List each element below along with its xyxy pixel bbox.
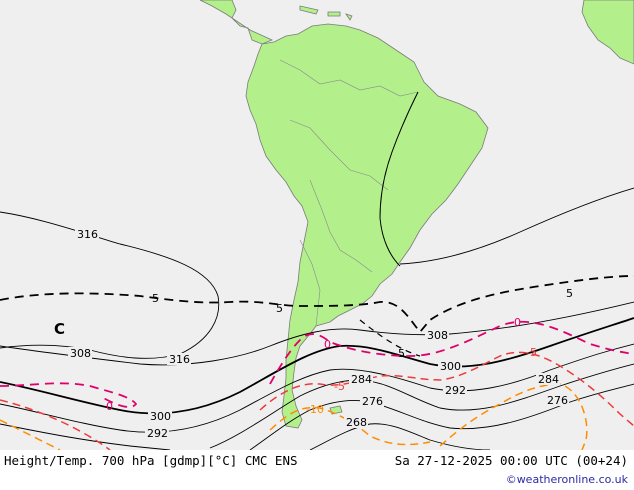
temp-contour-minus10 (0, 383, 588, 451)
height-contour-300 (0, 317, 634, 415)
label-0-west: 0 (106, 400, 113, 413)
label-268-mid: 268 (346, 416, 367, 429)
label-0-mid: 0 (324, 338, 331, 351)
label-292-west: 292 (147, 427, 168, 440)
label-5-west: 5 (152, 292, 159, 305)
label-300-east: 300 (440, 360, 461, 373)
label-316-mid: 316 (169, 353, 190, 366)
central-america-land (199, 0, 274, 45)
label-308-west: 308 (70, 347, 91, 360)
label-minus10-mid: -10 (306, 403, 324, 416)
temp-contour-0 (0, 321, 634, 408)
temp-contour-5-brazil (379, 91, 419, 267)
height-contour-316-east (399, 187, 634, 265)
label-284-east: 284 (538, 373, 559, 386)
height-contour-268 (309, 423, 491, 451)
label-0-east: 0 (514, 316, 521, 329)
africa-land (581, 0, 634, 65)
map-datetime: Sa 27-12-2025 00:00 UTC (00+24) (394, 453, 628, 468)
label-316-west: 316 (77, 228, 98, 241)
label-308-east: 308 (427, 329, 448, 342)
height-contour-292 (0, 343, 634, 433)
label-5-south: 5 (398, 347, 405, 360)
contour-labels: 316 316 308 308 300 300 292 292 284 284 … (54, 228, 573, 440)
temp-contour-5 (0, 275, 634, 334)
temp-contour-5-south (359, 319, 421, 357)
country-borders (279, 59, 419, 327)
caribbean-islands (299, 5, 353, 21)
label-minus5-east: -5 (526, 346, 537, 359)
label-276-east: 276 (547, 394, 568, 407)
credit-link[interactable]: ©weatheronline.co.uk (505, 473, 628, 486)
temp-contour-minus5 (0, 351, 634, 451)
map-title: Height/Temp. 700 hPa [gdmp][°C] CMC ENS (4, 453, 298, 468)
land-masses (199, 0, 634, 429)
label-5-east: 5 (566, 287, 573, 300)
label-276-mid: 276 (362, 395, 383, 408)
cold-center-marker: C (54, 320, 65, 338)
label-300-west: 300 (150, 410, 171, 423)
label-292-east: 292 (445, 384, 466, 397)
footer-bar (0, 450, 634, 490)
label-minus5-mid: -5 (334, 380, 345, 393)
height-contour-276 (249, 383, 634, 451)
label-284-mid: 284 (351, 373, 372, 386)
label-5-mid: 5 (276, 302, 283, 315)
